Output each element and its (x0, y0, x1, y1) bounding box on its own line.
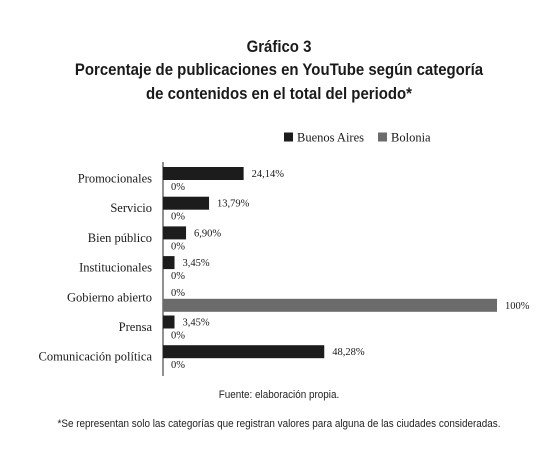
category-label: Comunicación política (38, 350, 152, 364)
chart-title-line-3: de contenidos en el total del periodo* (145, 84, 412, 103)
bar-1 (163, 298, 497, 312)
data-label-1: 0% (171, 241, 185, 252)
bar-0 (163, 345, 325, 359)
data-label-0: 0% (171, 288, 185, 299)
chart-source: Fuente: elaboración propia. (218, 389, 340, 401)
data-label-1: 0% (171, 360, 185, 371)
category-label: Gobierno abierto (67, 290, 152, 304)
data-label-1: 0% (171, 182, 185, 193)
legend-label-1: Bolonia (391, 131, 431, 145)
category-label: Institucionales (79, 261, 152, 275)
bar-0 (163, 167, 244, 180)
data-label-0: 6,90% (194, 228, 221, 239)
chart-title-line-2: Porcentaje de publicaciones en YouTube s… (74, 60, 484, 79)
category-label: Prensa (119, 320, 153, 334)
chart-footnote: *Se representan solo las categorías que … (57, 418, 501, 430)
data-label-0: 13,79% (217, 199, 250, 210)
bar-0 (163, 226, 187, 240)
legend-label-0: Buenos Aires (297, 131, 364, 145)
bar-0 (163, 256, 175, 270)
bar-0 (163, 196, 210, 210)
legend-swatch-1 (378, 132, 388, 142)
category-label: Bien público (88, 231, 152, 245)
bar-0 (163, 315, 175, 329)
category-label: Servicio (110, 201, 152, 215)
chart-heading: Gráfico 3 Porcentaje de publicaciones en… (0, 35, 558, 106)
data-label-1: 0% (171, 271, 185, 282)
chart-title-line-1: Gráfico 3 (246, 37, 312, 56)
data-label-0: 24,14% (252, 169, 285, 180)
data-label-0: 3,45% (183, 258, 210, 269)
data-label-1: 0% (171, 212, 185, 223)
legend-swatch-0 (284, 132, 293, 142)
data-label-1: 100% (505, 301, 530, 312)
category-label: Promocionales (78, 172, 152, 186)
data-label-1: 0% (171, 331, 185, 342)
data-label-0: 3,45% (183, 318, 210, 329)
data-label-0: 48,28% (332, 347, 365, 358)
